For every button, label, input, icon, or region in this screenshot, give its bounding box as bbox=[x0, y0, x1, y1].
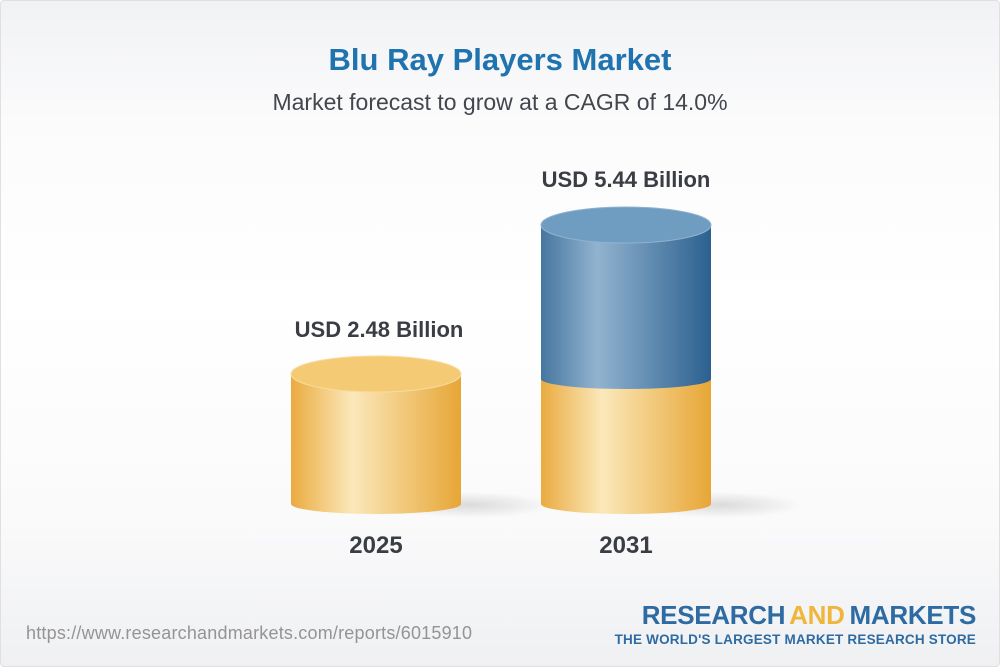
bar-2031-cylinder bbox=[540, 206, 803, 518]
page-title: Blu Ray Players Market bbox=[328, 42, 672, 77]
bar-2025-body bbox=[291, 374, 461, 514]
logo-tagline: THE WORLD'S LARGEST MARKET RESEARCH STOR… bbox=[614, 632, 976, 647]
bar-2031-base-segment bbox=[541, 377, 711, 514]
category-label-2025: 2025 bbox=[349, 532, 403, 559]
bar-2031-top-face bbox=[540, 206, 712, 244]
logo-word-and: AND bbox=[789, 600, 845, 630]
research-and-markets-logo: RESEARCH AND MARKETS THE WORLD'S LARGEST… bbox=[614, 600, 977, 647]
value-label-2025: USD 2.48 Billion bbox=[294, 317, 464, 342]
bar-2025-top-face bbox=[290, 355, 462, 393]
logo-wordmark: RESEARCH AND MARKETS bbox=[615, 600, 977, 630]
logo-word-markets: MARKETS bbox=[849, 600, 977, 630]
bar-2025-cylinder bbox=[290, 355, 553, 518]
report-url: https://www.researchandmarkets.com/repor… bbox=[26, 623, 473, 643]
category-label-2031: 2031 bbox=[599, 532, 653, 559]
logo-word-research: RESEARCH bbox=[641, 600, 786, 630]
value-label-2031: USD 5.44 Billion bbox=[541, 167, 711, 192]
page-subtitle: Market forecast to grow at a CAGR of 14.… bbox=[272, 89, 728, 115]
bar-2031-growth-segment bbox=[541, 225, 711, 389]
